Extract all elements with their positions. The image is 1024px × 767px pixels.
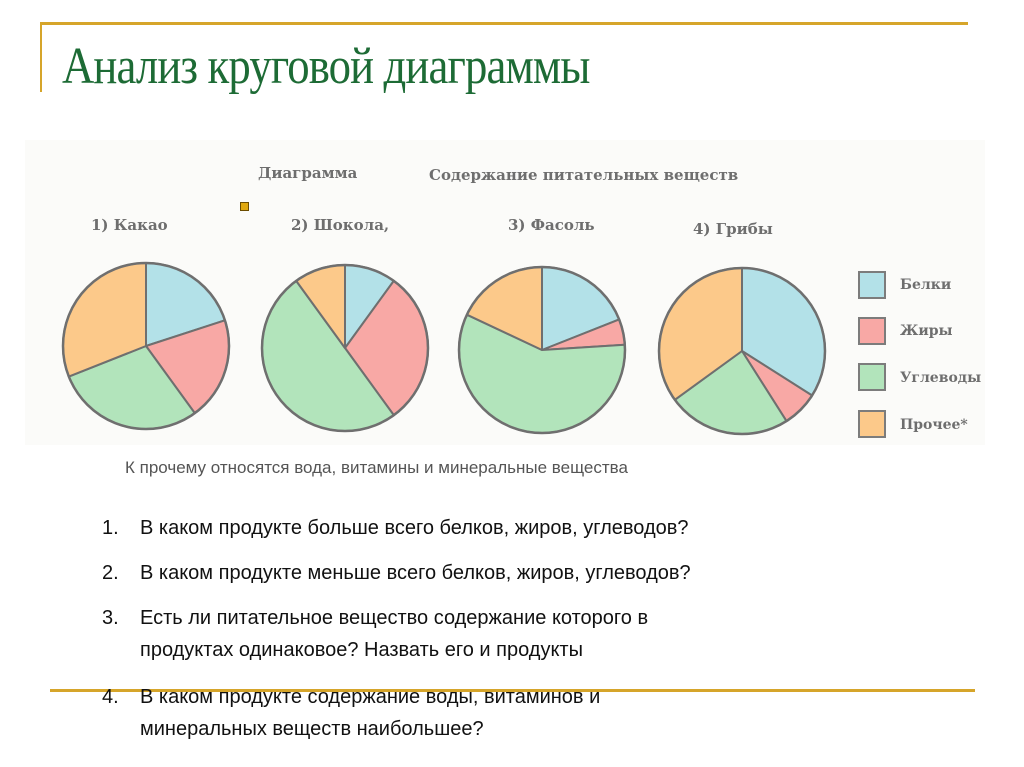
slide-title: Анализ круговой диаграммы: [62, 38, 590, 95]
question-text-continued: минеральных веществ наибольшее?: [140, 718, 484, 740]
accent-line-bottom: [50, 689, 975, 692]
pie-label-mushrooms: 4) Грибы: [693, 220, 773, 238]
pie-charts: [61, 261, 827, 436]
question-text-continued: продуктах одинаковое? Назвать его и прод…: [140, 639, 583, 661]
pie-outline: [657, 266, 827, 436]
figure-caption-label: Диаграмма: [258, 164, 358, 182]
question-text: Есть ли питательное вещество содержание …: [140, 607, 649, 629]
pie-cocoa: [61, 261, 231, 431]
pie-chart-figure: Диаграмма Содержание питательных веществ…: [25, 140, 985, 445]
question-text: В каком продукте больше всего белков, жи…: [140, 517, 689, 539]
legend-swatch-carbs: [858, 363, 886, 391]
legend-swatch-other: [858, 410, 886, 438]
pie-outline: [260, 263, 430, 433]
legend-label-fats: Жиры: [900, 323, 953, 339]
pie-outline: [457, 265, 627, 435]
pie-mushrooms: [657, 266, 827, 436]
question-text: В каком продукте содержание воды, витами…: [140, 686, 601, 708]
legend-label-proteins: Белки: [900, 277, 952, 293]
pie-beans: [457, 265, 627, 435]
legend-swatch-proteins: [858, 271, 886, 299]
pie-label-cocoa: 1) Какао: [91, 216, 168, 234]
footnote: К прочему относятся вода, витамины и мин…: [125, 458, 628, 477]
pie-chocolate: [260, 263, 430, 433]
question-number: 3.: [102, 607, 119, 629]
legend-label-other: Прочее*: [900, 417, 968, 433]
question-number: 2.: [102, 562, 119, 584]
title-accent-line-vertical: [40, 22, 42, 92]
pie-outline: [61, 261, 231, 431]
pie-label-chocolate: 2) Шокола,: [291, 216, 390, 234]
question-number: 4.: [102, 686, 119, 708]
bullet-square-icon: [240, 202, 249, 211]
pie-label-beans: 3) Фасоль: [508, 216, 595, 234]
title-accent-line: [40, 22, 968, 25]
figure-caption-title: Содержание питательных веществ: [429, 166, 739, 184]
question-number: 1.: [102, 517, 119, 539]
question-text: В каком продукте меньше всего белков, жи…: [140, 562, 691, 584]
legend-label-carbs: Углеводы: [900, 370, 982, 386]
legend-swatch-fats: [858, 317, 886, 345]
